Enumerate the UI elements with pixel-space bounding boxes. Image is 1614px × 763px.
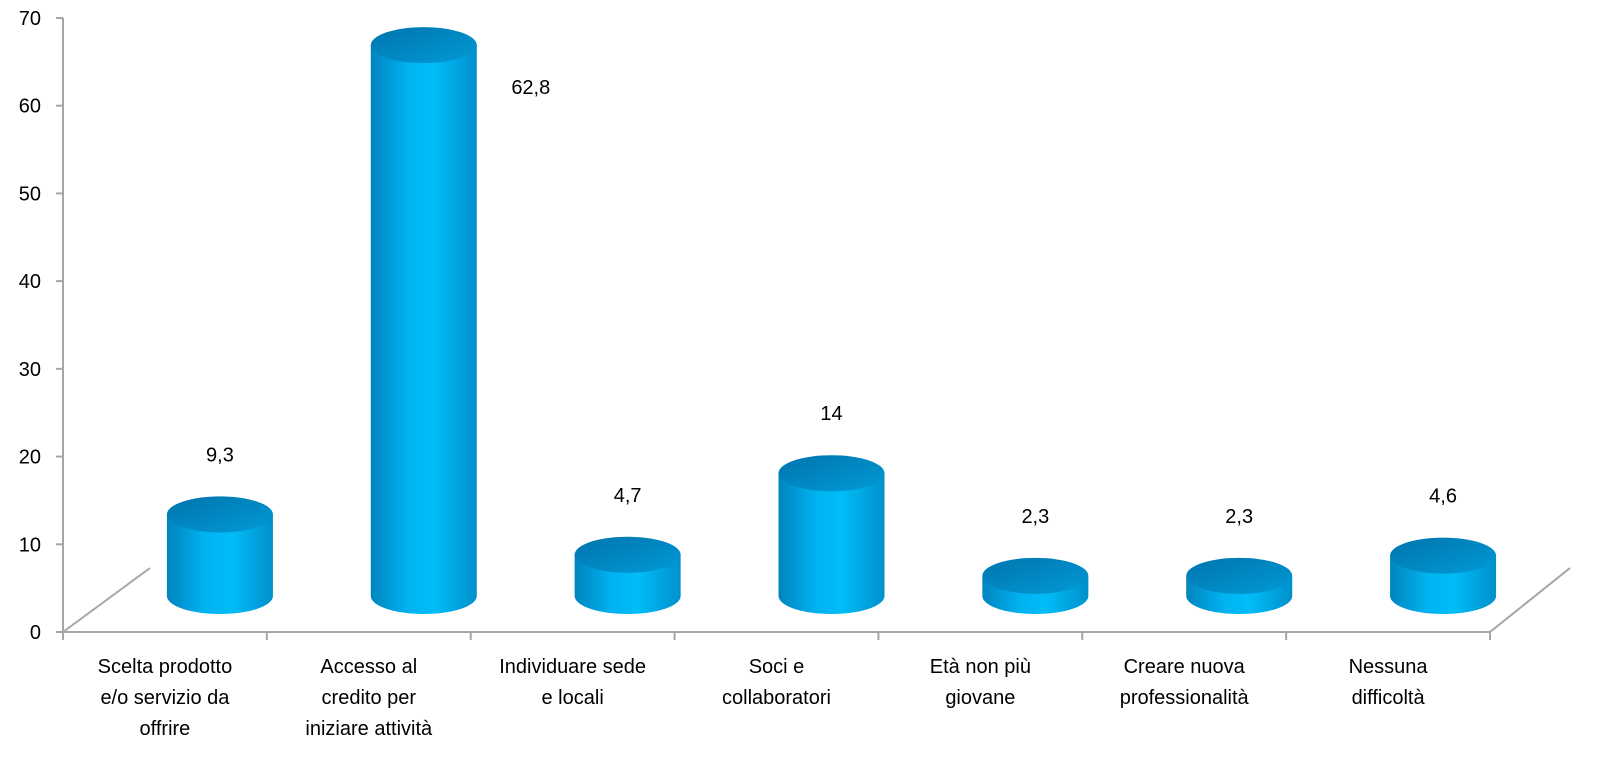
chart-bars bbox=[166, 27, 1497, 615]
category-label-line: e/o servizio da bbox=[100, 687, 230, 709]
chart-axes bbox=[56, 17, 1571, 640]
category-label-line: iniziare attività bbox=[305, 718, 433, 740]
category-label-line: Età non più bbox=[930, 656, 1031, 678]
y-tick-label: 20 bbox=[19, 447, 41, 469]
data-label: 2,3 bbox=[1225, 506, 1253, 528]
category-label-line: Creare nuova bbox=[1124, 656, 1246, 678]
bar bbox=[166, 496, 273, 614]
y-tick-label: 40 bbox=[19, 271, 41, 293]
category-label-line: professionalità bbox=[1120, 687, 1250, 709]
category-label: Soci e collaboratori bbox=[722, 656, 831, 709]
data-label: 62,8 bbox=[511, 77, 550, 99]
bar-top bbox=[778, 455, 885, 492]
category-label-line: offrire bbox=[140, 718, 191, 740]
category-label-line: Scelta prodotto bbox=[98, 656, 233, 678]
bar-top bbox=[574, 536, 681, 573]
bar-top bbox=[982, 557, 1089, 594]
floor-left-edge bbox=[62, 567, 151, 633]
category-label-line: Nessuna bbox=[1349, 656, 1429, 678]
category-label-line: collaboratori bbox=[722, 687, 831, 709]
y-tick-label: 60 bbox=[19, 96, 41, 118]
bar bbox=[370, 27, 477, 614]
bar-body bbox=[166, 514, 273, 614]
category-label: Creare nuova professionalità bbox=[1120, 656, 1250, 709]
data-label: 14 bbox=[820, 403, 842, 425]
chart-labels: 0 10 20 30 40 50 60 70 9,3 Scelta prodotto e/o ser… bbox=[19, 8, 1457, 740]
bar-top bbox=[166, 496, 273, 533]
category-label-line: e locali bbox=[542, 687, 604, 709]
category-label: Nessuna difficoltà bbox=[1349, 656, 1429, 709]
category-label-line: Individuare sede bbox=[499, 656, 646, 678]
bar-top bbox=[1390, 537, 1497, 574]
data-label: 2,3 bbox=[1021, 506, 1049, 528]
bar-top bbox=[1186, 557, 1293, 594]
category-label-line: difficoltà bbox=[1352, 687, 1426, 709]
data-label: 9,3 bbox=[206, 444, 234, 466]
bar-body bbox=[778, 473, 885, 614]
bar-top bbox=[370, 27, 477, 64]
category-label-line: giovane bbox=[945, 687, 1015, 709]
category-label-line: Accesso al bbox=[320, 656, 417, 678]
y-tick-label: 10 bbox=[19, 534, 41, 556]
y-tick-label: 0 bbox=[30, 622, 41, 644]
bar bbox=[574, 536, 681, 614]
data-label: 4,6 bbox=[1429, 486, 1457, 508]
y-tick-label: 50 bbox=[19, 183, 41, 205]
floor-right-edge bbox=[1489, 567, 1571, 633]
category-label: Scelta prodotto e/o servizio da offrire bbox=[98, 656, 233, 740]
y-tick-label: 70 bbox=[19, 8, 41, 30]
data-label: 4,7 bbox=[614, 485, 642, 507]
category-label: Età non più giovane bbox=[930, 656, 1031, 709]
bar-body bbox=[370, 45, 477, 614]
category-label: Individuare sede e locali bbox=[499, 656, 646, 709]
bar bbox=[982, 557, 1089, 615]
category-label: Accesso al credito per iniziare attività bbox=[305, 656, 433, 740]
bar bbox=[1186, 557, 1293, 614]
y-tick-label: 30 bbox=[19, 359, 41, 381]
category-label-line: credito per bbox=[322, 687, 417, 709]
category-label-line: Soci e bbox=[749, 656, 805, 678]
bar bbox=[778, 455, 885, 614]
bar bbox=[1390, 537, 1497, 614]
